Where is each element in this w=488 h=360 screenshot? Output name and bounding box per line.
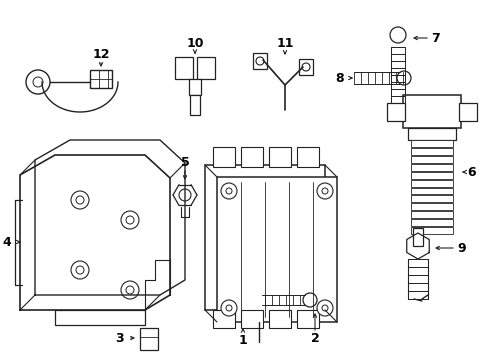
Circle shape: [33, 77, 43, 87]
Circle shape: [316, 300, 332, 316]
Text: 9: 9: [457, 242, 466, 255]
Text: 8: 8: [335, 72, 344, 85]
Bar: [204, 165, 325, 310]
Bar: [140, 328, 158, 350]
Circle shape: [389, 27, 405, 43]
Bar: [410, 195, 452, 202]
Circle shape: [126, 216, 134, 224]
Bar: [213, 310, 235, 328]
Circle shape: [126, 286, 134, 294]
Bar: [241, 310, 263, 328]
Text: 5: 5: [180, 156, 189, 168]
Bar: [252, 53, 266, 69]
Bar: [410, 211, 452, 218]
Bar: [410, 164, 452, 171]
Bar: [386, 103, 404, 121]
Text: 6: 6: [467, 166, 475, 179]
Bar: [410, 180, 452, 186]
Circle shape: [179, 189, 191, 201]
Bar: [407, 128, 455, 140]
Circle shape: [76, 266, 84, 274]
Bar: [197, 57, 215, 79]
Bar: [410, 203, 452, 210]
Circle shape: [303, 293, 316, 307]
Bar: [296, 147, 318, 167]
Circle shape: [71, 191, 89, 209]
Text: 4: 4: [2, 235, 11, 248]
Circle shape: [221, 300, 237, 316]
Bar: [410, 156, 452, 163]
Bar: [402, 95, 460, 128]
Circle shape: [71, 261, 89, 279]
Circle shape: [76, 196, 84, 204]
Text: 1: 1: [238, 333, 247, 346]
Circle shape: [121, 211, 139, 229]
Bar: [412, 228, 422, 246]
Circle shape: [321, 188, 327, 194]
Bar: [296, 310, 318, 328]
Bar: [410, 172, 452, 179]
Bar: [410, 148, 452, 155]
Bar: [217, 177, 336, 322]
Bar: [410, 140, 452, 147]
Bar: [458, 103, 476, 121]
Circle shape: [256, 57, 264, 65]
Text: 10: 10: [186, 36, 203, 50]
Bar: [90, 70, 112, 88]
Bar: [213, 147, 235, 167]
Text: 12: 12: [92, 48, 109, 60]
Text: 11: 11: [276, 36, 293, 50]
Circle shape: [225, 188, 231, 194]
Circle shape: [396, 71, 410, 85]
Circle shape: [26, 70, 50, 94]
Circle shape: [302, 63, 309, 71]
Bar: [268, 310, 290, 328]
Bar: [410, 188, 452, 194]
Text: 3: 3: [116, 332, 124, 345]
Bar: [189, 79, 201, 95]
Bar: [298, 59, 312, 75]
Circle shape: [321, 305, 327, 311]
Circle shape: [121, 281, 139, 299]
Bar: [241, 147, 263, 167]
Bar: [410, 219, 452, 226]
Bar: [55, 310, 145, 325]
Text: 7: 7: [431, 32, 440, 45]
Bar: [268, 147, 290, 167]
Circle shape: [225, 305, 231, 311]
Bar: [190, 95, 200, 115]
Text: 2: 2: [310, 332, 319, 345]
Bar: [175, 57, 193, 79]
Circle shape: [221, 183, 237, 199]
Bar: [410, 227, 452, 234]
Circle shape: [316, 183, 332, 199]
